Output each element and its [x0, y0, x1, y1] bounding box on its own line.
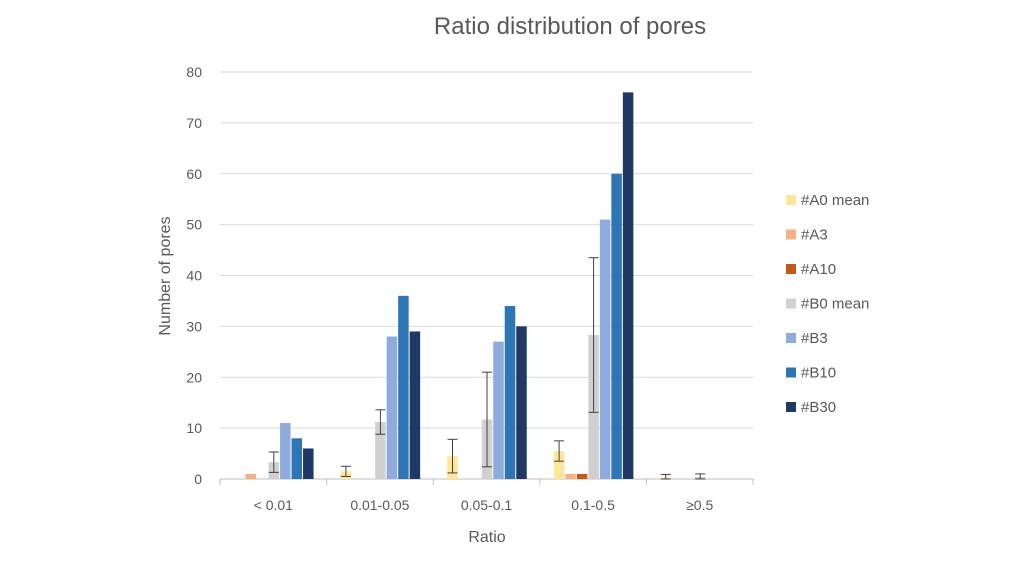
bar — [409, 331, 421, 479]
y-tick-label: 30 — [186, 318, 202, 334]
legend-label: #B30 — [801, 399, 836, 416]
x-tick-label: 0.1-0.5 — [571, 497, 615, 513]
legend-swatch — [786, 333, 796, 343]
x-axis-label: Ratio — [468, 529, 505, 546]
legend-label: #B3 — [801, 330, 828, 347]
legend-label: #A10 — [801, 261, 836, 278]
y-tick-label: 60 — [186, 166, 202, 182]
x-tick-label: 0.05-0.1 — [461, 497, 513, 513]
y-tick-label: 0 — [194, 471, 202, 487]
bar — [291, 438, 303, 479]
bar — [398, 295, 409, 479]
bars — [245, 92, 706, 479]
y-axis-label: Number of pores — [157, 216, 174, 335]
y-tick-label: 70 — [186, 115, 202, 131]
bar — [245, 473, 257, 479]
bar — [622, 92, 634, 479]
y-tick-label: 80 — [186, 64, 202, 80]
legend-label: #B10 — [801, 365, 836, 382]
y-tick-label: 20 — [186, 369, 202, 385]
legend-swatch — [786, 367, 796, 378]
chart-title: Ratio distribution of pores — [434, 13, 706, 40]
bar — [516, 326, 527, 479]
bar — [303, 448, 314, 479]
bar — [576, 473, 588, 479]
x-axis-ticks: < 0.01 0.01-0.05 0.05-0.1 0.1-0.5 ≥0.5 — [219, 479, 754, 513]
y-tick-label: 40 — [186, 268, 202, 284]
gridlines — [220, 71, 753, 480]
bar — [375, 422, 386, 479]
legend-label: #B0 mean — [801, 296, 869, 313]
legend-swatch — [786, 264, 796, 274]
legend-swatch — [786, 402, 796, 412]
legend-label: #A3 — [801, 227, 828, 244]
bar — [611, 173, 622, 479]
bar — [280, 423, 291, 479]
y-tick-label: 10 — [186, 420, 202, 436]
legend-swatch — [786, 298, 796, 309]
legend: #A0 mean #A3 #A10 #B0 mean #B3 #B10 #B30 — [786, 192, 869, 416]
x-tick-label: 0.01-0.05 — [350, 497, 409, 513]
y-axis-ticks: 0 10 20 30 40 50 60 70 80 — [186, 64, 202, 487]
bar — [553, 451, 565, 479]
bar — [386, 336, 398, 479]
legend-swatch — [786, 195, 796, 205]
legend-label: #A0 mean — [801, 192, 869, 209]
x-tick-label: < 0.01 — [254, 497, 294, 513]
y-tick-label: 50 — [186, 217, 202, 233]
x-tick-label: ≥0.5 — [686, 497, 713, 513]
bar — [565, 473, 576, 479]
legend-swatch — [786, 229, 796, 240]
bar — [504, 306, 516, 479]
error-bars — [268, 257, 706, 480]
bar — [599, 219, 611, 479]
bar — [493, 341, 504, 479]
